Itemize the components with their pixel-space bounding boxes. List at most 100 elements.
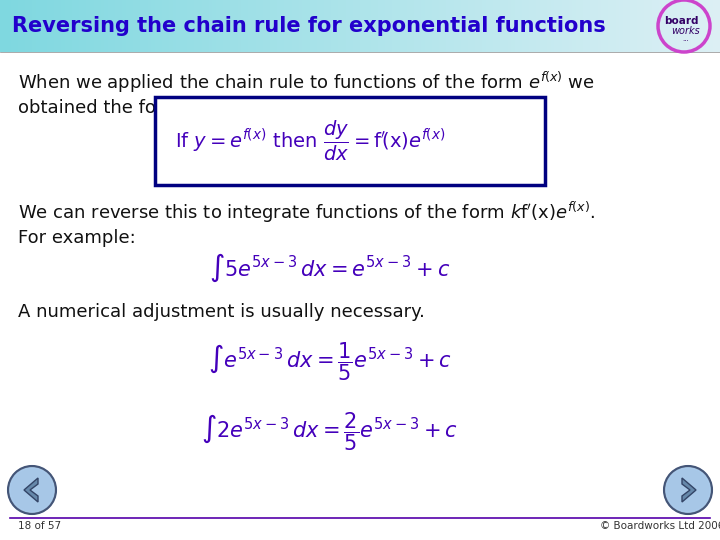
Bar (266, 0, 271, 52)
Bar (382, 0, 386, 52)
Bar (378, 0, 382, 52)
Bar (590, 0, 595, 52)
Bar (306, 0, 310, 52)
Bar (533, 0, 537, 52)
Bar (608, 0, 613, 52)
Bar (238, 0, 242, 52)
Text: works: works (672, 26, 701, 36)
Bar (130, 0, 134, 52)
Bar (493, 0, 498, 52)
Bar (400, 0, 404, 52)
Bar (335, 0, 339, 52)
Bar (508, 0, 512, 52)
Bar (122, 0, 127, 52)
Bar (18, 0, 22, 52)
Bar (234, 0, 238, 52)
Bar (504, 0, 508, 52)
Bar (126, 0, 130, 52)
Bar (536, 0, 541, 52)
Circle shape (10, 468, 54, 512)
Bar (565, 0, 570, 52)
Bar (184, 0, 188, 52)
Bar (695, 0, 699, 52)
Bar (137, 0, 141, 52)
Text: We can reverse this to integrate functions of the form $k\mathrm{f'(x)}e^{f(x)}$: We can reverse this to integrate functio… (18, 199, 595, 225)
Bar (324, 0, 328, 52)
Bar (436, 0, 440, 52)
Bar (169, 0, 174, 52)
Bar (144, 0, 148, 52)
Bar (630, 0, 634, 52)
Bar (443, 0, 447, 52)
Bar (666, 0, 670, 52)
Bar (410, 0, 415, 52)
Bar (32, 0, 37, 52)
Bar (680, 0, 685, 52)
Bar (90, 0, 94, 52)
Bar (407, 0, 411, 52)
Bar (457, 0, 462, 52)
Bar (605, 0, 609, 52)
Bar (414, 0, 418, 52)
Bar (356, 0, 361, 52)
Bar (691, 0, 696, 52)
Text: ...: ... (683, 36, 689, 42)
Bar (428, 0, 433, 52)
Bar (526, 0, 530, 52)
Bar (500, 0, 505, 52)
Circle shape (664, 466, 712, 514)
Bar (490, 0, 494, 52)
Bar (511, 0, 516, 52)
Bar (389, 0, 393, 52)
Bar (482, 0, 487, 52)
Bar (209, 0, 213, 52)
Bar (518, 0, 523, 52)
Bar (310, 0, 314, 52)
Bar (364, 0, 368, 52)
Bar (104, 0, 109, 52)
Bar (662, 0, 667, 52)
Bar (292, 0, 296, 52)
Bar (119, 0, 123, 52)
Bar (371, 0, 375, 52)
Bar (623, 0, 627, 52)
Bar (40, 0, 44, 52)
Text: Reversing the chain rule for exponential functions: Reversing the chain rule for exponential… (12, 16, 606, 36)
Bar (425, 0, 429, 52)
Bar (670, 0, 674, 52)
Bar (374, 0, 379, 52)
Bar (450, 0, 454, 52)
Text: obtained the following generalization:: obtained the following generalization: (18, 99, 361, 117)
Bar (43, 0, 48, 52)
Bar (54, 0, 58, 52)
Circle shape (8, 466, 56, 514)
Bar (65, 0, 69, 52)
Bar (302, 0, 307, 52)
Bar (25, 0, 30, 52)
Bar (673, 0, 678, 52)
Bar (0, 0, 4, 52)
Bar (112, 0, 116, 52)
Text: When we applied the chain rule to functions of the form $e^{f(x)}$ we: When we applied the chain rule to functi… (18, 70, 595, 94)
Bar (522, 0, 526, 52)
Bar (58, 0, 62, 52)
Bar (439, 0, 444, 52)
Bar (713, 0, 717, 52)
Bar (644, 0, 649, 52)
Bar (346, 0, 350, 52)
Polygon shape (24, 478, 38, 502)
Bar (241, 0, 246, 52)
Bar (576, 0, 580, 52)
Bar (698, 0, 703, 52)
Bar (205, 0, 210, 52)
Bar (547, 0, 552, 52)
Bar (569, 0, 573, 52)
Bar (432, 0, 436, 52)
Bar (702, 0, 706, 52)
Bar (418, 0, 422, 52)
Bar (14, 0, 19, 52)
Bar (392, 0, 397, 52)
Bar (320, 0, 325, 52)
Bar (230, 0, 235, 52)
Bar (79, 0, 84, 52)
